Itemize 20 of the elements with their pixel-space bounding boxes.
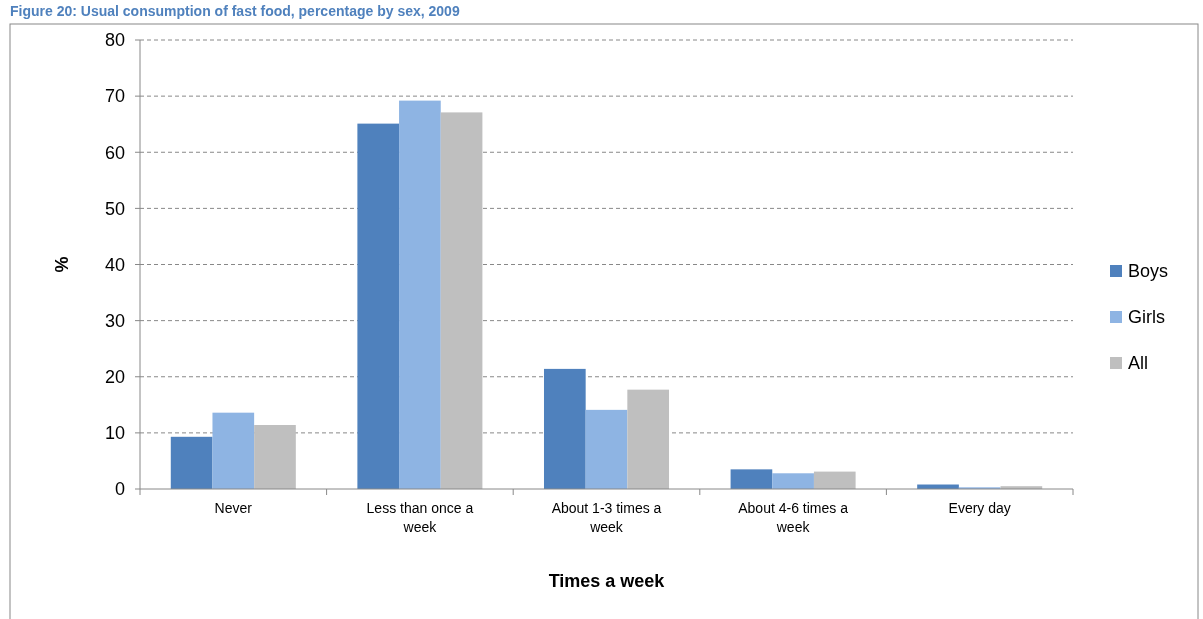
legend-label: Girls [1128, 307, 1165, 328]
y-tick-label: 20 [104, 367, 125, 388]
x-tick-label: Every day [948, 500, 1011, 516]
y-axis-title: % [52, 256, 72, 273]
y-tick-label: 60 [104, 142, 125, 163]
y-tick-label: 0 [114, 479, 125, 500]
y-tick-label: 50 [104, 198, 125, 219]
legend-label: All [1128, 353, 1149, 374]
x-tick-label: Never [214, 500, 253, 516]
legend-label: Boys [1128, 261, 1169, 282]
y-tick-label: 40 [104, 254, 125, 275]
chart-title: Figure 20: Usual consumption of fast food, percentage by sex, 2009 [10, 3, 460, 19]
y-tick-label: 70 [104, 86, 125, 107]
y-tick-label: 30 [104, 310, 125, 331]
x-tick-label: About 4-6 times a week [738, 500, 849, 535]
x-tick-label: Less than once a week [366, 500, 474, 535]
y-tick-label: 80 [104, 30, 125, 51]
y-tick-label: 10 [104, 423, 125, 444]
x-tick-label: About 1-3 times a week [551, 500, 662, 535]
x-axis-title: Times a week [548, 571, 666, 591]
